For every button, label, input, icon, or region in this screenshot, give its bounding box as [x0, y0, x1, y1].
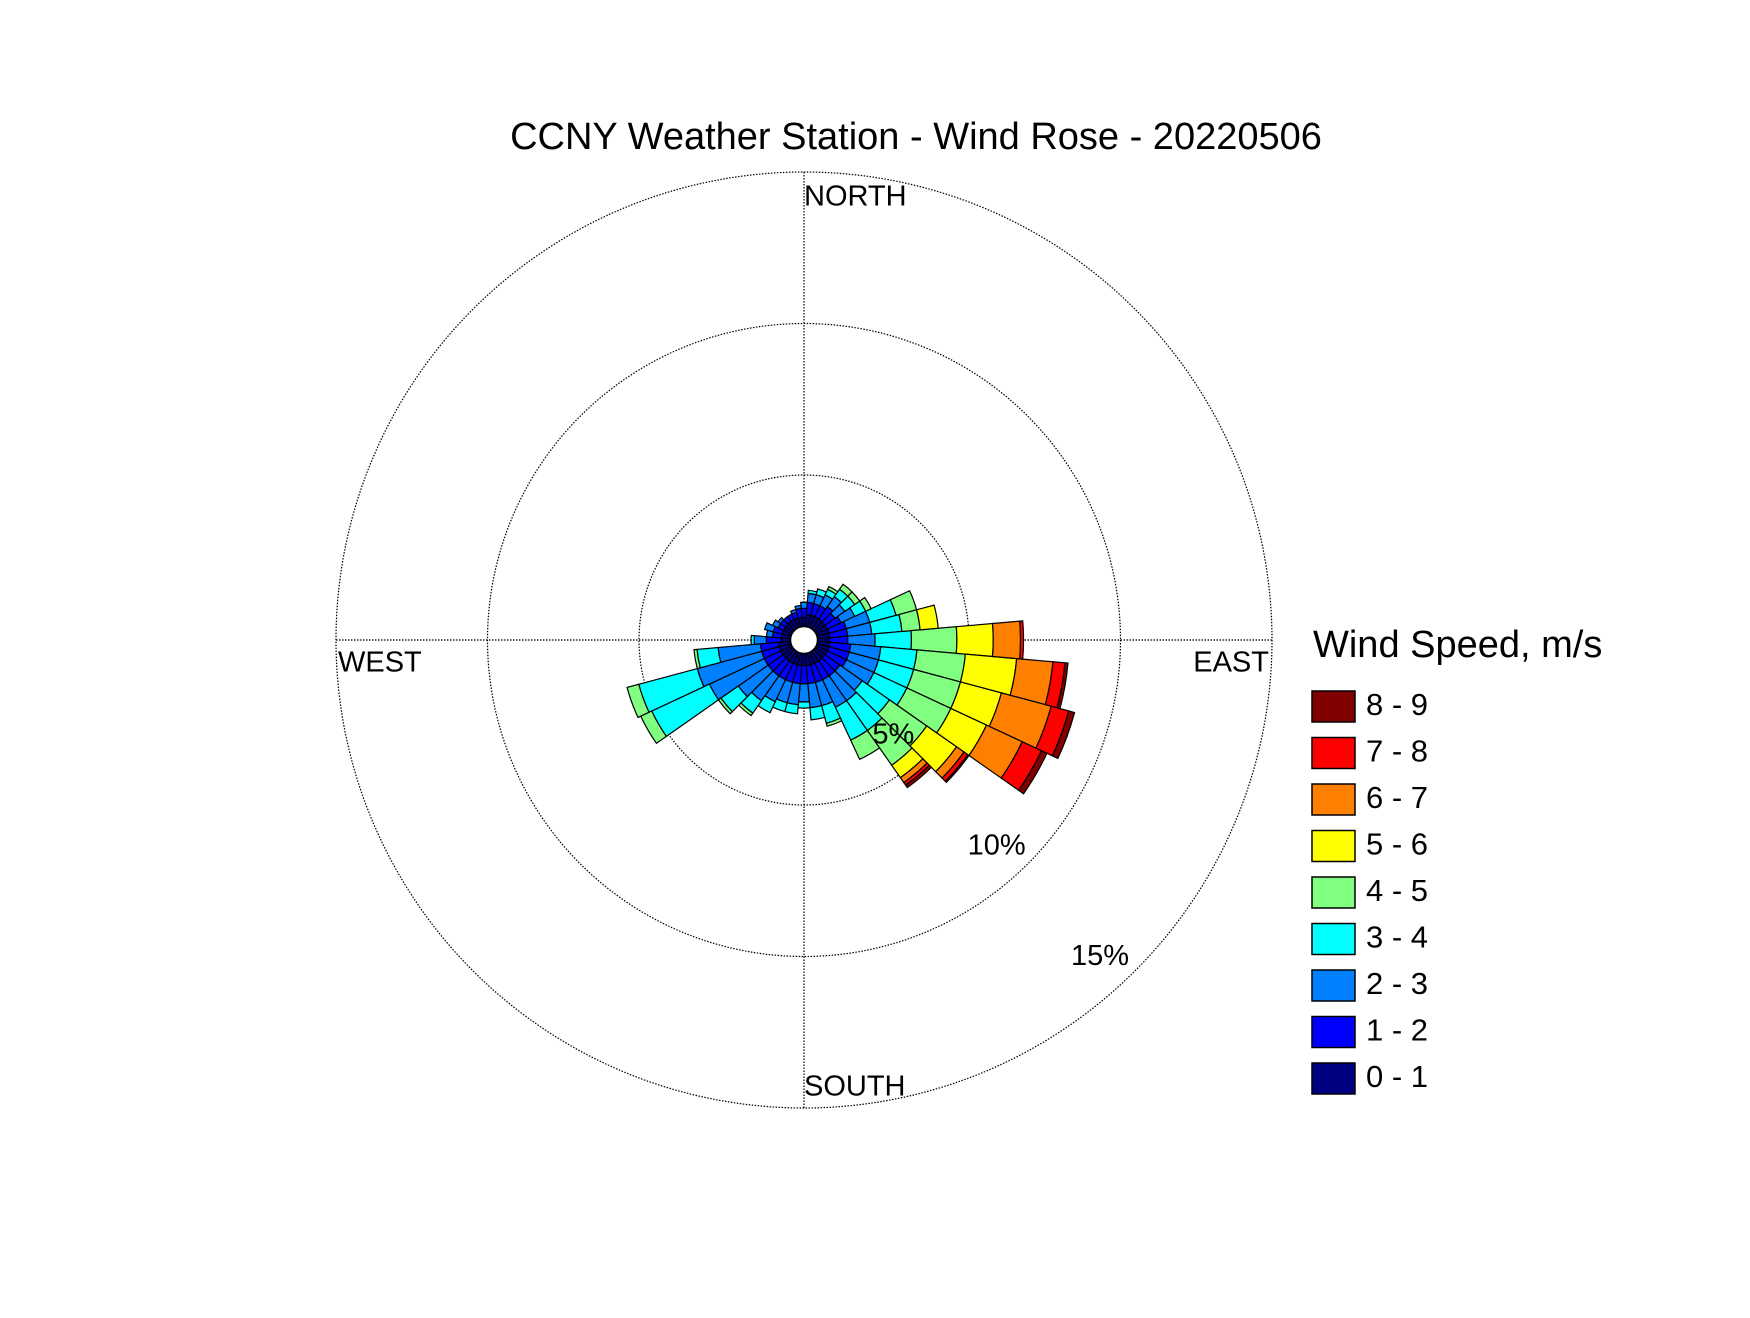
legend-swatch: [1311, 736, 1356, 770]
grid: [335, 171, 1273, 1109]
wedge: [777, 616, 785, 625]
wedge: [753, 635, 768, 645]
legend-swatch: [1311, 829, 1356, 863]
legend-swatch: [1311, 876, 1356, 909]
legend-label: 3 - 4: [1366, 920, 1428, 955]
legend-label: 2 - 3: [1366, 966, 1428, 1001]
r-tick-label: 5%: [872, 718, 914, 750]
direction-label: EAST: [1193, 647, 1269, 679]
wedge: [797, 701, 811, 709]
wedge: [737, 702, 754, 717]
wedge: [825, 717, 843, 727]
direction-label: NORTH: [804, 181, 907, 213]
wedge: [826, 585, 839, 596]
legend: 0 - 1 1 - 2 2 - 3 3 - 4 4 - 5 5 - 6 6 - 7 7 - 8…: [1311, 687, 1428, 1095]
legend-swatch: [1311, 922, 1356, 956]
legend-swatch: [1311, 690, 1356, 723]
legend-swatch: [1311, 969, 1356, 1002]
wedge: [915, 604, 939, 631]
legend-label: 8 - 9: [1366, 687, 1428, 722]
wedge: [763, 621, 777, 633]
legend-swatch: [1311, 783, 1356, 816]
wedge: [809, 704, 826, 721]
wedges: [626, 583, 1076, 795]
wedge: [944, 753, 970, 784]
legend-label: 4 - 5: [1366, 873, 1428, 908]
legend-swatch: [1311, 1015, 1356, 1049]
direction-label: SOUTH: [804, 1071, 906, 1103]
wedge: [904, 764, 933, 789]
grid-ring: [335, 171, 1273, 1109]
legend-label: 1 - 2: [1366, 1013, 1428, 1048]
r-tick-label: 15%: [1071, 940, 1129, 972]
legend-title: Wind Speed, m/s: [1313, 624, 1602, 666]
wedge: [693, 648, 701, 670]
r-tick-label: 10%: [968, 829, 1026, 861]
wedge: [771, 619, 782, 629]
wedge: [1056, 662, 1069, 710]
wedge: [955, 622, 994, 658]
legend-label: 0 - 1: [1366, 1059, 1428, 1094]
chart-title: CCNY Weather Station - Wind Rose - 20220…: [510, 116, 1322, 158]
legend-swatch: [1311, 1062, 1356, 1095]
legend-label: 5 - 6: [1366, 827, 1428, 862]
wedge: [910, 626, 958, 654]
wedge: [1017, 749, 1048, 795]
wedge: [849, 729, 881, 761]
wedge: [858, 596, 872, 613]
wedge: [1019, 620, 1025, 660]
legend-label: 6 - 7: [1366, 780, 1428, 815]
wedge: [1051, 710, 1076, 760]
wedge: [794, 604, 802, 611]
wedge: [717, 697, 734, 715]
direction-label: WEST: [338, 647, 422, 679]
wedge: [991, 620, 1022, 660]
wedge: [626, 683, 650, 719]
legend-label: 7 - 8: [1366, 734, 1428, 769]
center-hole: [789, 625, 819, 655]
wedge: [750, 634, 755, 646]
grid-ring: [486, 322, 1122, 958]
